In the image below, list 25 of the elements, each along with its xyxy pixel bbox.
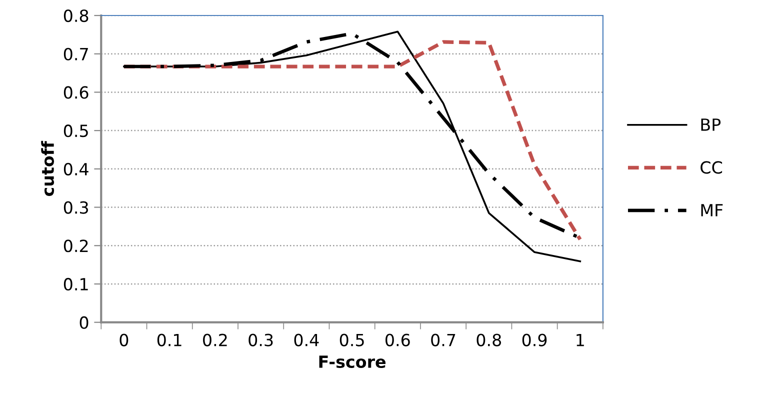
x-tick-label: 0.9 (522, 334, 547, 346)
x-tick-label: 0.8 (476, 334, 502, 346)
y-tick-label: 0.3 (64, 201, 88, 214)
y-tick-label: 0.8 (64, 9, 88, 22)
x-tick-label: 0.5 (340, 334, 364, 346)
x-tick-label: 0.6 (386, 334, 410, 346)
x-tick-label: 0.4 (294, 334, 319, 346)
x-tick-label: 0.7 (431, 334, 456, 346)
x-tick-label: 0.1 (157, 334, 182, 346)
legend-label: BP (701, 118, 721, 131)
legend-label: CC (700, 161, 722, 174)
x-tick-label: 0.3 (248, 334, 273, 346)
legend-label: MF (701, 204, 723, 216)
y-tick-label: 0.7 (64, 48, 88, 60)
x-tick-label: 0.2 (203, 334, 227, 346)
y-tick-label: 0.2 (64, 240, 88, 252)
y-tick-label: 0.6 (64, 86, 88, 99)
y-tick-label: 0.5 (64, 124, 88, 138)
x-tick-label: 1 (576, 334, 584, 346)
x-tick-label: 0 (120, 334, 128, 346)
y-axis-title: cutoff (41, 140, 54, 196)
y-tick-label: 0.4 (64, 162, 88, 176)
x-axis-title: F-score (319, 356, 386, 368)
y-tick-label: 0.1 (64, 278, 88, 291)
y-tick-label: 0 (80, 316, 88, 329)
